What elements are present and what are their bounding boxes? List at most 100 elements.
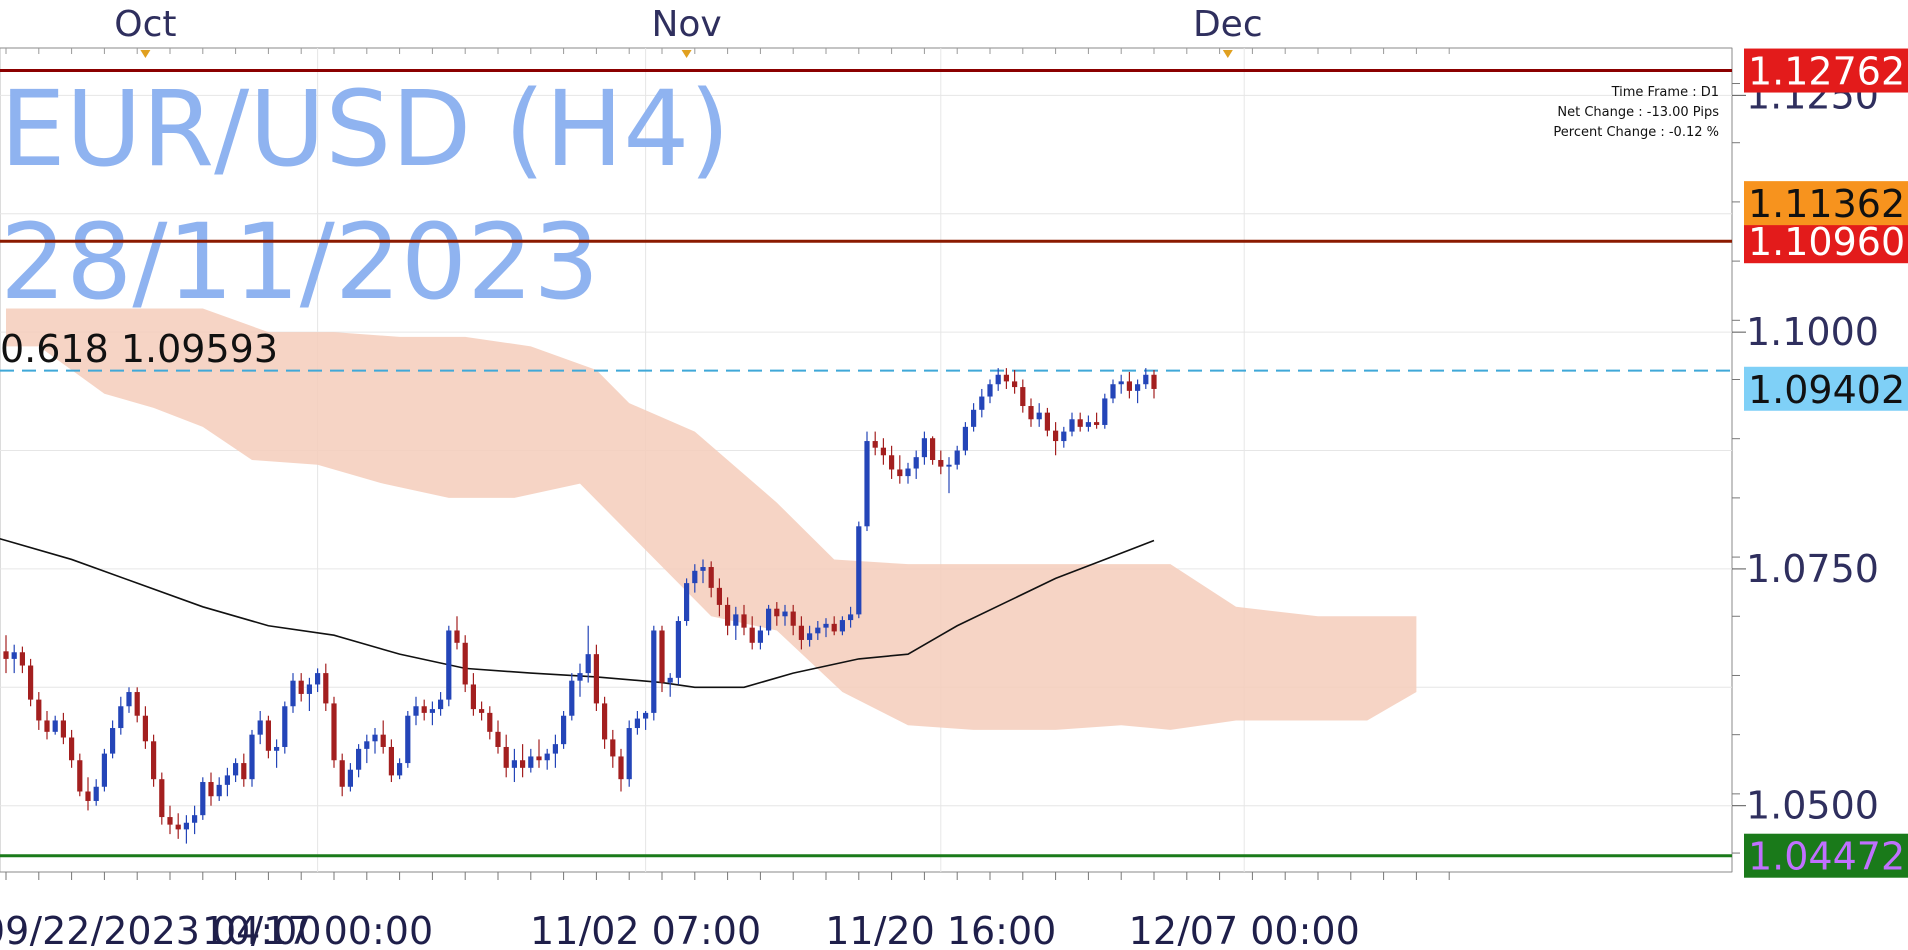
candle [118,696,124,735]
candle [11,644,17,674]
candle-body [69,737,75,761]
candle [544,748,550,770]
candle [938,450,944,475]
candle-body [716,587,722,605]
candle [905,462,911,484]
candle [52,715,58,735]
candle-body [1135,384,1141,391]
candle-body [274,746,280,751]
candle [831,616,837,636]
candle [77,753,83,797]
candle [897,455,903,484]
level-lines [0,69,1732,858]
candle [1126,371,1132,399]
candle-body [848,614,854,621]
candle [725,597,731,636]
candle [167,805,173,835]
candle [36,692,42,730]
candle [142,706,148,749]
candle-body [766,608,772,631]
candle-body [397,763,403,776]
month-marker [1222,50,1233,58]
candle [921,431,927,465]
candle-body [618,756,624,780]
candle-body [503,746,509,768]
price-tag-bg [1744,219,1908,264]
candle [159,772,165,825]
candle [429,701,435,726]
candle [602,696,608,749]
candle-body [462,642,468,685]
candle [749,616,755,650]
candle [274,739,280,768]
candle-body [208,782,214,797]
price-tag-bg [1744,366,1908,411]
candle [1053,422,1059,456]
candle [774,602,780,626]
candle-body [741,614,747,628]
candle-body [823,623,829,628]
candle [306,677,312,711]
candle-body [610,739,616,757]
candle [495,720,501,754]
candle [290,673,296,713]
candle [577,663,583,697]
candle [446,625,452,707]
candle-body [733,614,739,626]
candle [298,673,304,702]
candle [421,699,427,721]
candle-body [438,699,444,710]
candle [987,379,993,404]
candle-body [470,684,476,710]
candle-body [889,455,895,470]
candle-body [561,715,567,745]
candle [839,616,845,636]
candle-body [700,567,706,571]
candle [19,646,25,674]
candle [643,710,649,730]
x-tick-label: 11/20 16:00 [825,909,1056,946]
candle-body [626,728,632,780]
candle-body [356,748,362,770]
candle-body [192,815,198,823]
candle-body [905,468,911,477]
candle-body [249,734,255,780]
candle-body [126,692,132,707]
candle-body [52,720,58,732]
candle [257,710,263,745]
candle-body [224,775,230,785]
month-axis: Oct Nov Dec [5,4,1450,58]
candle-body [528,756,534,768]
candle [93,779,99,806]
candle-body [593,654,599,704]
month-marker [140,50,151,58]
candle-body [1143,374,1149,385]
candle-body [347,769,353,787]
candle-body [323,673,329,704]
ma-line [0,537,1155,689]
candle [757,625,763,650]
candle-body [790,611,796,626]
price-tag: 1.11362 [1744,181,1908,226]
candle-body [946,464,952,467]
candle [511,748,517,783]
candle-body [831,623,837,632]
candle-body [1110,384,1116,399]
candle-body [1085,422,1091,427]
candle-body [577,673,583,681]
candle [438,692,444,716]
candle-body [692,570,698,584]
candle-body [1126,381,1132,391]
candle [1143,368,1149,389]
candle-body [511,760,517,768]
candle-body [864,441,870,527]
candle [1028,398,1034,427]
candle-body [233,763,239,776]
candle-body [807,633,813,640]
candle [1110,379,1116,404]
candle-body [684,583,690,622]
candle-body [1102,398,1108,425]
candle [503,734,509,778]
candle [192,805,198,835]
y-tick-label: 1.0500 [1746,784,1879,828]
